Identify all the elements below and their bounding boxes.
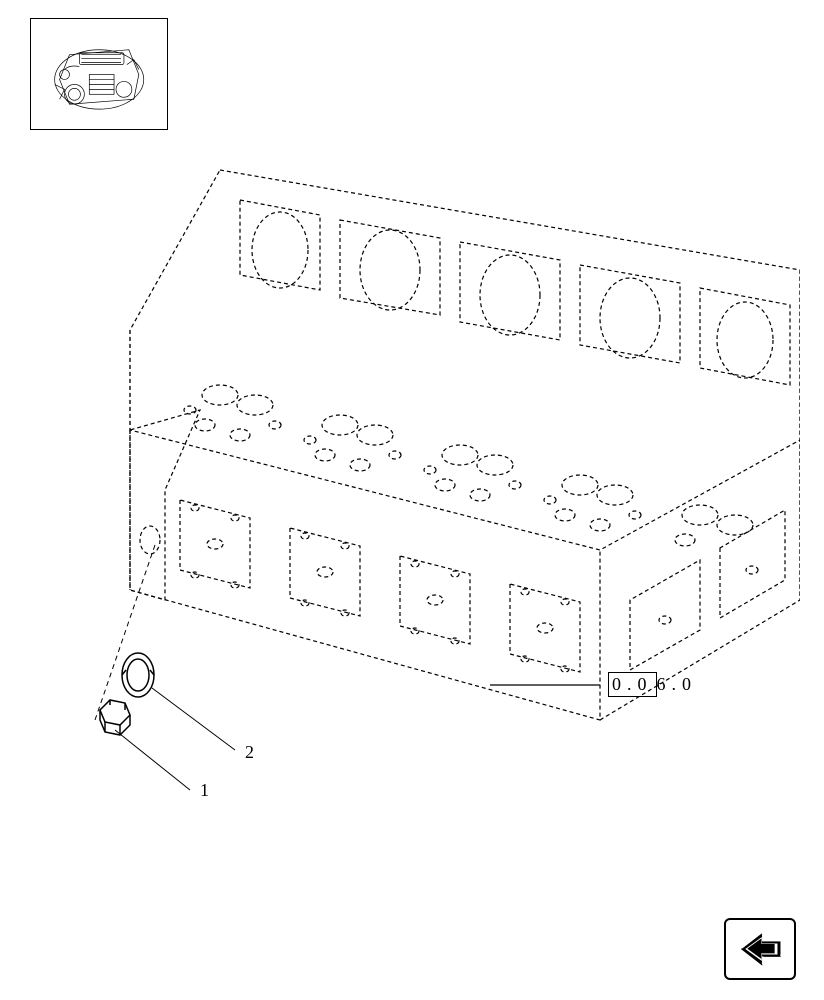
callout-item-2: 2 <box>245 742 254 763</box>
cylinder-head-diagram <box>40 130 800 830</box>
nav-back-button[interactable] <box>724 918 796 980</box>
engine-thumbnail <box>30 18 168 130</box>
ref-rest: 6.0 <box>657 674 698 694</box>
arrow-left-icon <box>732 926 788 972</box>
callout-ref: 0.06.0 <box>608 672 697 697</box>
ref-boxed: 0.0 <box>608 672 657 697</box>
engine-icon <box>38 25 160 124</box>
callout-item-1: 1 <box>200 780 209 801</box>
